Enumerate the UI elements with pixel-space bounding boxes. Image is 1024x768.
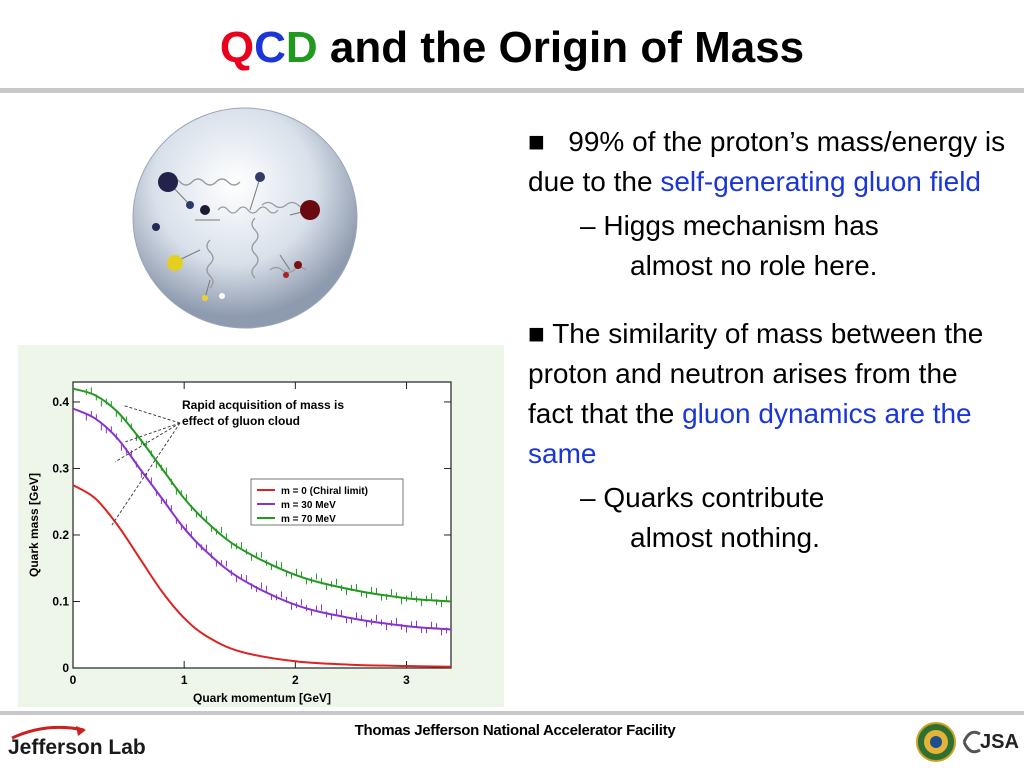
- bullet-1-text: 99% of the proton’s mass/energy is due t…: [528, 126, 1006, 197]
- x-tick-label-3: 3: [403, 673, 410, 687]
- chart-legend: [250, 478, 404, 526]
- series-line-2: [72, 387, 452, 603]
- bullet-2-sub: – Quarks contribute almost nothing.: [528, 478, 1008, 558]
- y-tick-label-0: 0: [62, 661, 69, 675]
- y-axis-label: Quark mass [GeV]: [27, 473, 41, 577]
- annotation-line-2: effect of gluon cloud: [182, 414, 300, 428]
- bullet-1-sub: – Higgs mechanism has almost no role her…: [528, 206, 1008, 286]
- doe-seal-icon: [916, 722, 956, 762]
- annotation-arrow-3: [111, 422, 181, 526]
- y-tick-label-4: 0.4: [52, 395, 69, 409]
- x-tick-label-1: 1: [181, 673, 188, 687]
- bullet-1-sub-lead: – Higgs mechanism has: [580, 210, 879, 241]
- jsa-logo-text: JSA: [980, 731, 1019, 753]
- bullet-2: ■ The similarity of mass between the pro…: [528, 314, 1008, 474]
- footer-facility-name: Thomas Jefferson National Accelerator Fa…: [354, 722, 676, 739]
- x-tick-label-0: 0: [70, 673, 77, 687]
- quark-mass-chart-panel: 0 1 2 3 0 0.1 0.2 0.3 0.4 Quark momentum [GeV] Qua…: [18, 345, 504, 707]
- x-axis-label: Quark momentum [GeV]: [193, 691, 331, 705]
- jlab-logo-text: Jefferson Lab: [8, 736, 146, 759]
- title-letter-d: D: [285, 23, 318, 72]
- series-line-1: [72, 407, 452, 631]
- bullet-1-highlight: self-generating gluon field: [660, 166, 982, 197]
- bullet-2-sub-cont: almost nothing.: [630, 522, 820, 553]
- bullet-2-marker: ■: [528, 318, 545, 349]
- title-letter-c: C: [254, 23, 286, 72]
- bullet-2-sub-lead: – Quarks contribute: [580, 482, 825, 513]
- legend-label-1: m = 30 MeV: [281, 500, 336, 511]
- slide-title: QCD and the Origin of Mass: [0, 20, 1024, 76]
- y-tick-label-2: 0.2: [52, 528, 69, 542]
- annotation-arrow-2: [115, 422, 181, 463]
- series-line-0: [72, 484, 452, 668]
- sponsor-logos: JSA: [916, 722, 1019, 762]
- y-tick-label-3: 0.3: [52, 461, 69, 475]
- bullet-1-sub-cont: almost no role here.: [630, 250, 878, 281]
- jsa-logo-icon: JSA: [962, 730, 1019, 754]
- bullet-text-column: ■ 99% of the proton’s mass/energy is due…: [528, 122, 1008, 558]
- annotation-line-1: Rapid acquisition of mass is: [182, 398, 344, 412]
- x-tick-label-2: 2: [292, 673, 299, 687]
- bullet-1-marker: ■: [528, 126, 545, 157]
- bullet-1: ■ 99% of the proton’s mass/energy is due…: [528, 122, 1008, 202]
- bullet-2-highlight: gluon dynamics are the same: [528, 398, 972, 469]
- bullet-2-text: The similarity of mass between the proto…: [528, 318, 984, 429]
- title-rest: and the Origin of Mass: [317, 23, 805, 72]
- title-divider: [0, 88, 1024, 93]
- legend-label-2: m = 70 MeV: [281, 514, 336, 525]
- quark-mass-chart: 0 1 2 3 0 0.1 0.2 0.3 0.4 Quark momentum [GeV] Qua…: [27, 381, 452, 705]
- legend-label-0: m = 0 (Chiral limit): [281, 486, 368, 497]
- title-letter-q: Q: [219, 23, 255, 72]
- jefferson-lab-logo: Jefferson Lab: [8, 725, 146, 759]
- proton-illustration: [132, 107, 358, 329]
- footer-divider: [0, 711, 1024, 715]
- y-tick-label-1: 0.1: [52, 594, 69, 608]
